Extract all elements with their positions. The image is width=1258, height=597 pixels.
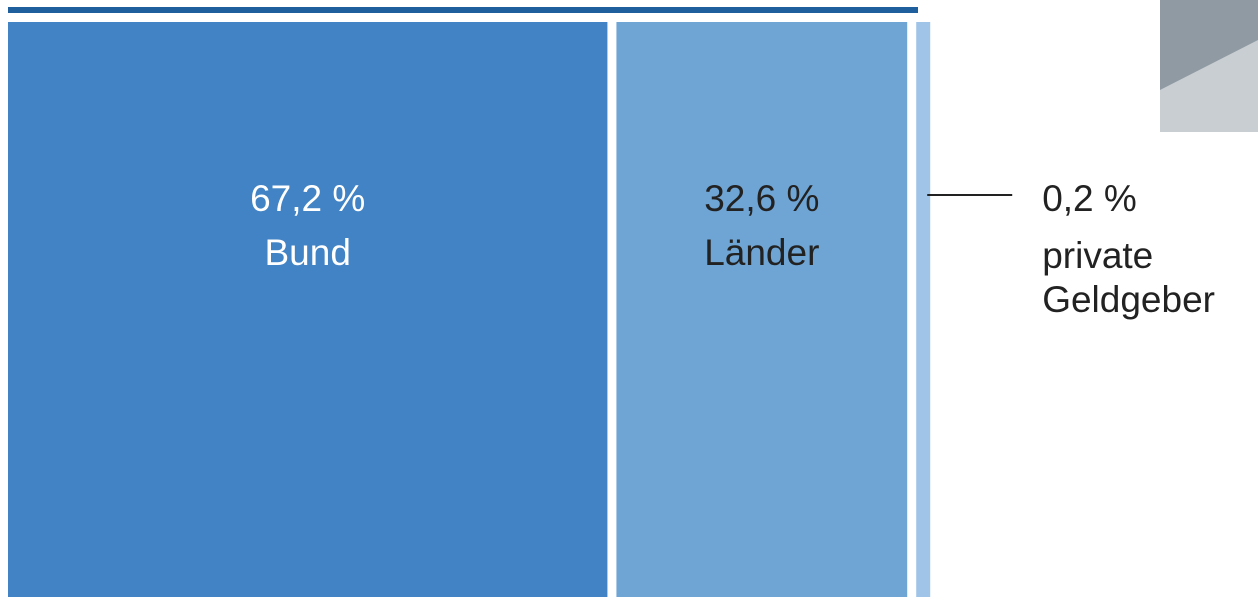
photo-detail: [1160, 40, 1258, 132]
segment: [8, 22, 608, 597]
category-label: Bund: [264, 231, 351, 273]
segment: [616, 22, 908, 597]
value-label: 0,2 %: [1042, 178, 1137, 219]
segment-label: 32,6 % Länder: [704, 172, 819, 279]
header-rule: [8, 7, 918, 13]
segment: [916, 22, 931, 597]
segment-label: 67,2 % Bund: [250, 172, 365, 279]
value-label: 32,6 %: [704, 178, 820, 219]
category-label: Länder: [704, 231, 820, 273]
value-label: 67,2 %: [250, 178, 366, 219]
segment-label: 0,2 % private Geldgeber: [1042, 172, 1258, 322]
category-label: private Geldgeber: [1042, 234, 1215, 321]
